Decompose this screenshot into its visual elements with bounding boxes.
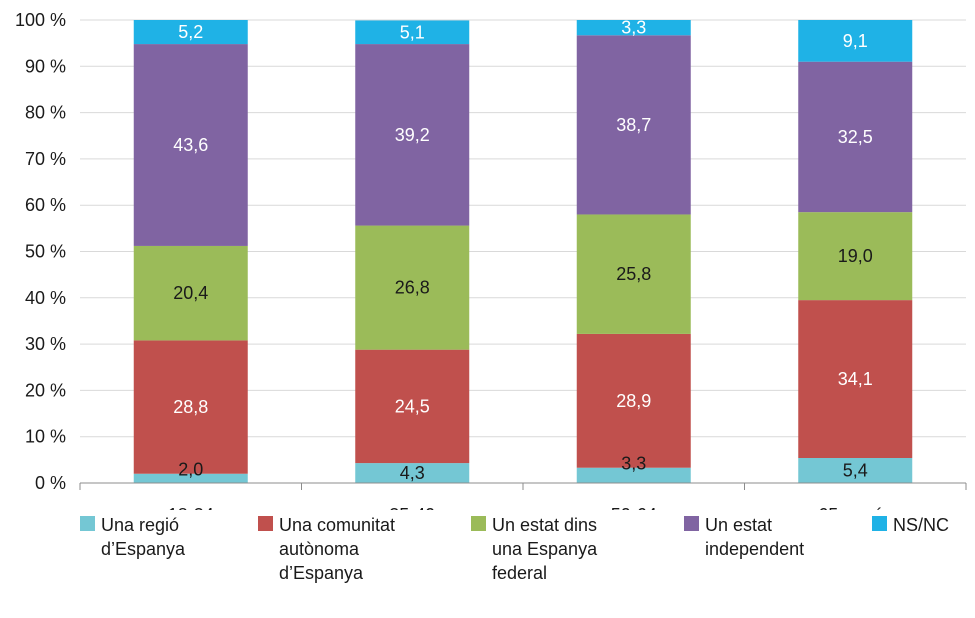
bar-segment (798, 61, 913, 213)
bar-segment (355, 349, 470, 464)
bar-segment (355, 44, 470, 226)
bar-segment (798, 457, 913, 483)
data-label: 38,7 (616, 115, 651, 135)
data-label: 24,5 (395, 396, 430, 416)
data-label: 3,3 (621, 18, 646, 38)
data-label: 2,0 (178, 460, 203, 480)
bar-segment (133, 340, 248, 474)
y-tick-label: 0 % (35, 473, 66, 493)
legend-item: NS/NC (872, 513, 949, 537)
bar-segment (355, 20, 470, 45)
y-tick-label: 40 % (25, 288, 66, 308)
legend-swatch (471, 516, 486, 531)
data-label: 28,9 (616, 391, 651, 411)
data-label: 5,4 (843, 460, 868, 480)
x-tick-label: 50-64 (611, 505, 657, 510)
y-tick-label: 50 % (25, 242, 66, 262)
bar-segment (798, 300, 913, 458)
legend-swatch (80, 516, 95, 531)
legend-item: Un estat independent (684, 513, 804, 561)
bar-segment (133, 473, 248, 483)
y-tick-label: 80 % (25, 103, 66, 123)
bar-segment (576, 214, 691, 334)
y-tick-label: 70 % (25, 149, 66, 169)
legend-swatch (872, 516, 887, 531)
y-tick-label: 30 % (25, 334, 66, 354)
legend-item: Una comunitat autònoma d’Espanya (258, 513, 395, 585)
legend-swatch (258, 516, 273, 531)
legend-label: Una comunitat autònoma d’Espanya (279, 515, 396, 583)
bar-segment (576, 333, 691, 468)
data-label: 19,0 (838, 246, 873, 266)
legend-item: Una regió d’Espanya (80, 513, 185, 561)
stacked-bar-chart: 0 % 10 % 20 % 30 % 40 % 50 % 60 % 70 % 80 % 90 % 1… (15, 10, 967, 510)
x-tick-label: 18-34 (168, 505, 214, 510)
y-axis: 0 % 10 % 20 % 30 % 40 % 50 % 60 % 70 % 80 % 90 % 1… (15, 10, 66, 493)
y-tick-label: 90 % (25, 56, 66, 76)
y-tick-label: 10 % (25, 427, 66, 447)
bars (133, 20, 913, 483)
legend-swatch (684, 516, 699, 531)
data-labels: 2,0 28,8 20,4 43,6 5,2 4,3 24,5 26,8 39,2 5,1 3,3 2… (173, 18, 873, 483)
y-tick-label: 60 % (25, 195, 66, 215)
bar-segment (355, 463, 470, 483)
bar-segment (576, 35, 691, 215)
legend-label: Una regió d’Espanya (101, 515, 186, 559)
data-label: 28,8 (173, 397, 208, 417)
x-tick-label: 65 o més (818, 505, 892, 510)
legend-label: Un estat independent (705, 515, 805, 559)
x-axis: 18-34 35-49 50-64 65 o més (79, 482, 967, 510)
data-label: 4,3 (400, 463, 425, 483)
data-label: 5,2 (178, 22, 203, 42)
data-label: 26,8 (395, 278, 430, 298)
data-label: 5,1 (400, 22, 425, 42)
x-tick-label: 35-49 (389, 505, 435, 510)
bar-segment (576, 467, 691, 483)
y-tick-label: 20 % (25, 380, 66, 400)
legend-label: NS/NC (893, 515, 950, 535)
bar-segment (133, 44, 248, 246)
bar-segment (798, 212, 913, 301)
legend: Una regió d’Espanya Una comunitat autònom… (0, 510, 975, 618)
legend-label: Un estat dins una Espanya federal (492, 515, 598, 583)
bar-segment (576, 20, 691, 36)
data-label: 9,1 (843, 31, 868, 51)
data-label: 39,2 (395, 125, 430, 145)
bar-segment (355, 225, 470, 350)
legend-item: Un estat dins una Espanya federal (471, 513, 597, 585)
data-label: 43,6 (173, 135, 208, 155)
bar-segment (798, 20, 913, 62)
bar-segment (133, 245, 248, 341)
y-tick-label: 100 % (15, 10, 66, 30)
bar-segment (133, 20, 248, 45)
data-label: 3,3 (621, 454, 646, 474)
data-label: 34,1 (838, 369, 873, 389)
data-label: 32,5 (838, 127, 873, 147)
data-label: 25,8 (616, 264, 651, 284)
data-label: 20,4 (173, 283, 208, 303)
